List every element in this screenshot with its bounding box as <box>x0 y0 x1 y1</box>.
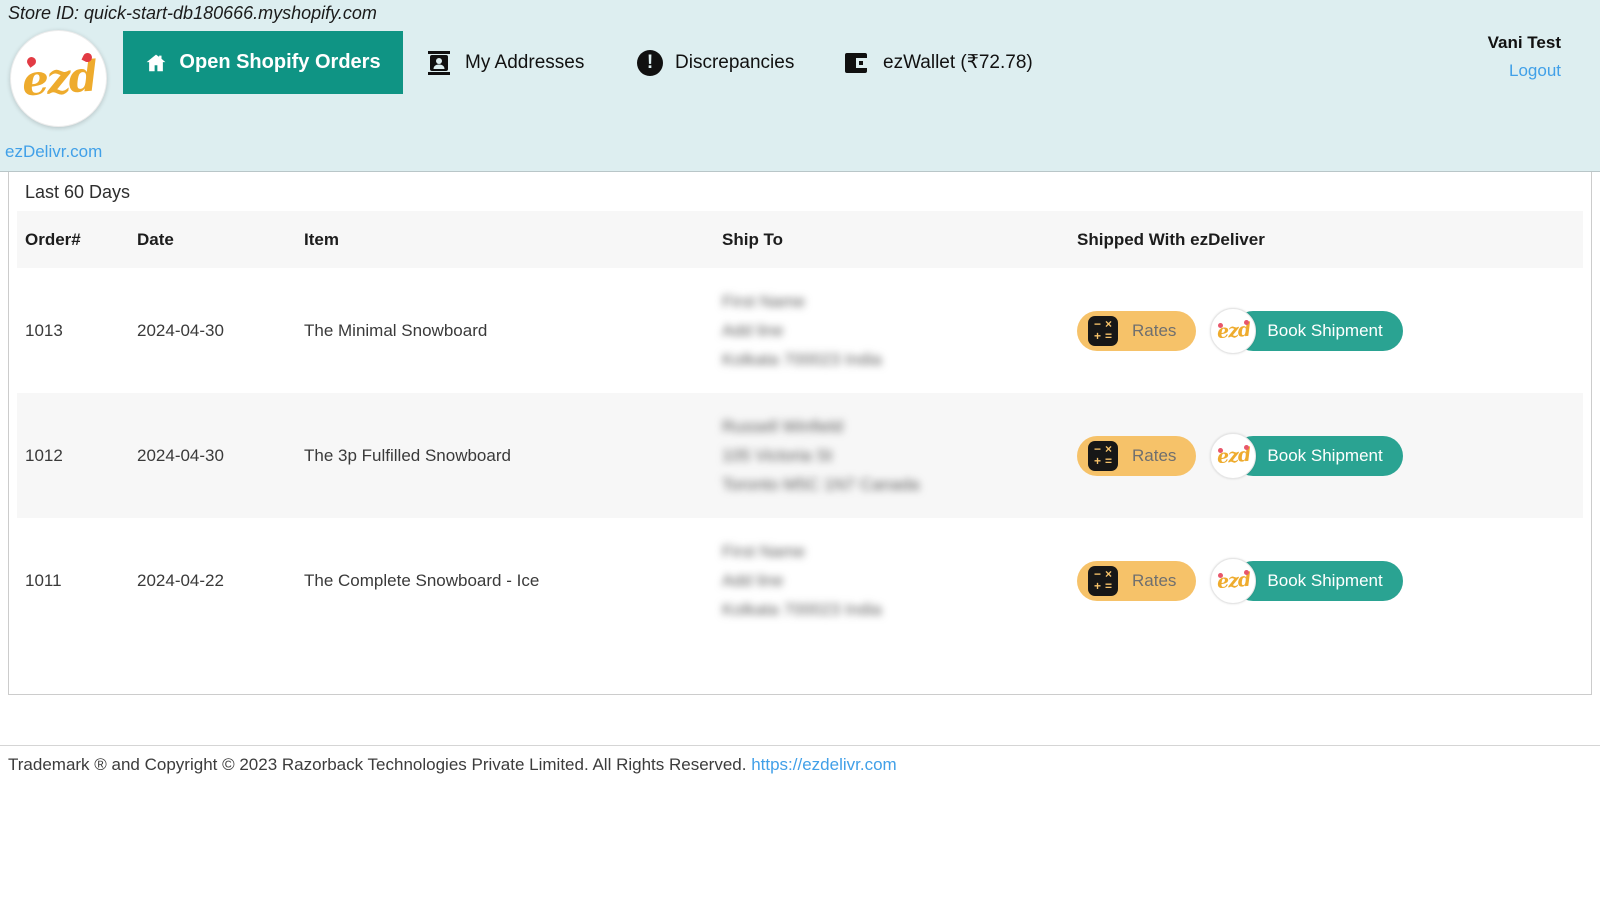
page-footer: Trademark ® and Copyright © 2023 Razorba… <box>0 745 1600 784</box>
table-header-row: Order# Date Item Ship To Shipped With ez… <box>17 211 1583 268</box>
order-item: The 3p Fulfilled Snowboard <box>304 445 511 465</box>
exclamation-icon: ! <box>637 49 663 76</box>
order-date: 2024-04-22 <box>137 570 224 590</box>
nav-discrepancies[interactable]: ! Discrepancies <box>637 31 794 94</box>
orders-table: Order# Date Item Ship To Shipped With ez… <box>17 211 1583 643</box>
book-shipment-label: Book Shipment <box>1233 310 1403 351</box>
orders-panel: Last 60 Days Order# Date Item Ship To Sh… <box>8 172 1592 695</box>
ship-to-address: First Name Add line Kolkata 700023 India <box>722 292 882 369</box>
period-label: Last 60 Days <box>25 182 131 202</box>
table-row: 1011 2024-04-22 The Complete Snowboard -… <box>17 518 1583 643</box>
order-date: 2024-04-30 <box>137 320 224 340</box>
calculator-icon: − × + = <box>1088 565 1118 596</box>
rates-label: Rates <box>1132 570 1177 590</box>
nav-ezwallet-label: ezWallet (₹72.78) <box>883 52 1033 73</box>
rates-button[interactable]: − × + = Rates <box>1077 310 1197 351</box>
nav-my-addresses[interactable]: My Addresses <box>425 31 584 94</box>
copyright-text: Trademark ® and Copyright © 2023 Razorba… <box>8 755 747 774</box>
rates-button[interactable]: − × + = Rates <box>1077 560 1197 601</box>
book-shipment-button[interactable]: ezd Book Shipment <box>1210 432 1403 479</box>
rates-label: Rates <box>1132 320 1177 340</box>
nav-discrepancies-label: Discrepancies <box>675 51 795 73</box>
wallet-icon <box>845 52 867 73</box>
book-shipment-label: Book Shipment <box>1233 435 1403 476</box>
ship-to-address: First Name Add line Kolkata 700023 India <box>722 542 882 619</box>
ezdelivr-site-link[interactable]: ezDelivr.com <box>5 142 103 161</box>
table-row: 1012 2024-04-30 The 3p Fulfilled Snowboa… <box>17 393 1583 518</box>
col-shipped-with: Shipped With ezDeliver <box>1077 229 1265 249</box>
user-name: Vani Test <box>1487 33 1561 52</box>
ezd-mini-logo-icon: ezd <box>1210 307 1257 354</box>
col-item: Item <box>304 229 339 249</box>
nav-my-addresses-label: My Addresses <box>465 51 585 73</box>
open-shopify-orders-button[interactable]: Open Shopify Orders <box>123 31 403 94</box>
book-shipment-button[interactable]: ezd Book Shipment <box>1210 557 1403 604</box>
col-order: Order# <box>25 229 81 249</box>
rates-label: Rates <box>1132 445 1177 465</box>
calculator-icon: − × + = <box>1088 440 1118 471</box>
ship-to-address: Russell Winfield 105 Victoria St Toronto… <box>722 417 920 494</box>
ezdelivr-footer-link[interactable]: https://ezdelivr.com <box>751 755 897 774</box>
order-number: 1013 <box>25 320 63 340</box>
user-block: Vani Test Logout <box>1488 33 1561 81</box>
order-number: 1012 <box>25 445 63 465</box>
rates-button[interactable]: − × + = Rates <box>1077 435 1197 476</box>
ezd-mini-logo-icon: ezd <box>1210 557 1257 604</box>
store-id-label: Store ID: quick-start-db180666.myshopify… <box>8 3 377 23</box>
nav-ezwallet[interactable]: ezWallet (₹72.78) <box>843 31 1033 94</box>
ezd-mini-logo-icon: ezd <box>1210 432 1257 479</box>
col-ship-to: Ship To <box>722 229 784 249</box>
home-icon <box>147 54 166 71</box>
book-shipment-label: Book Shipment <box>1233 560 1403 601</box>
order-number: 1011 <box>25 570 62 590</box>
logout-link[interactable]: Logout <box>1509 61 1561 80</box>
order-date: 2024-04-30 <box>137 445 224 465</box>
table-row: 1013 2024-04-30 The Minimal Snowboard Fi… <box>17 268 1583 393</box>
calculator-icon: − × + = <box>1088 315 1118 346</box>
app-header: Store ID: quick-start-db180666.myshopify… <box>0 0 1600 172</box>
order-item: The Minimal Snowboard <box>304 320 488 340</box>
open-shopify-orders-label: Open Shopify Orders <box>179 51 381 73</box>
address-card-icon <box>428 50 450 75</box>
ezdelivr-logo: ezd <box>10 30 107 127</box>
col-date: Date <box>137 229 174 249</box>
order-item: The Complete Snowboard - Ice <box>304 570 540 590</box>
book-shipment-button[interactable]: ezd Book Shipment <box>1210 307 1403 354</box>
